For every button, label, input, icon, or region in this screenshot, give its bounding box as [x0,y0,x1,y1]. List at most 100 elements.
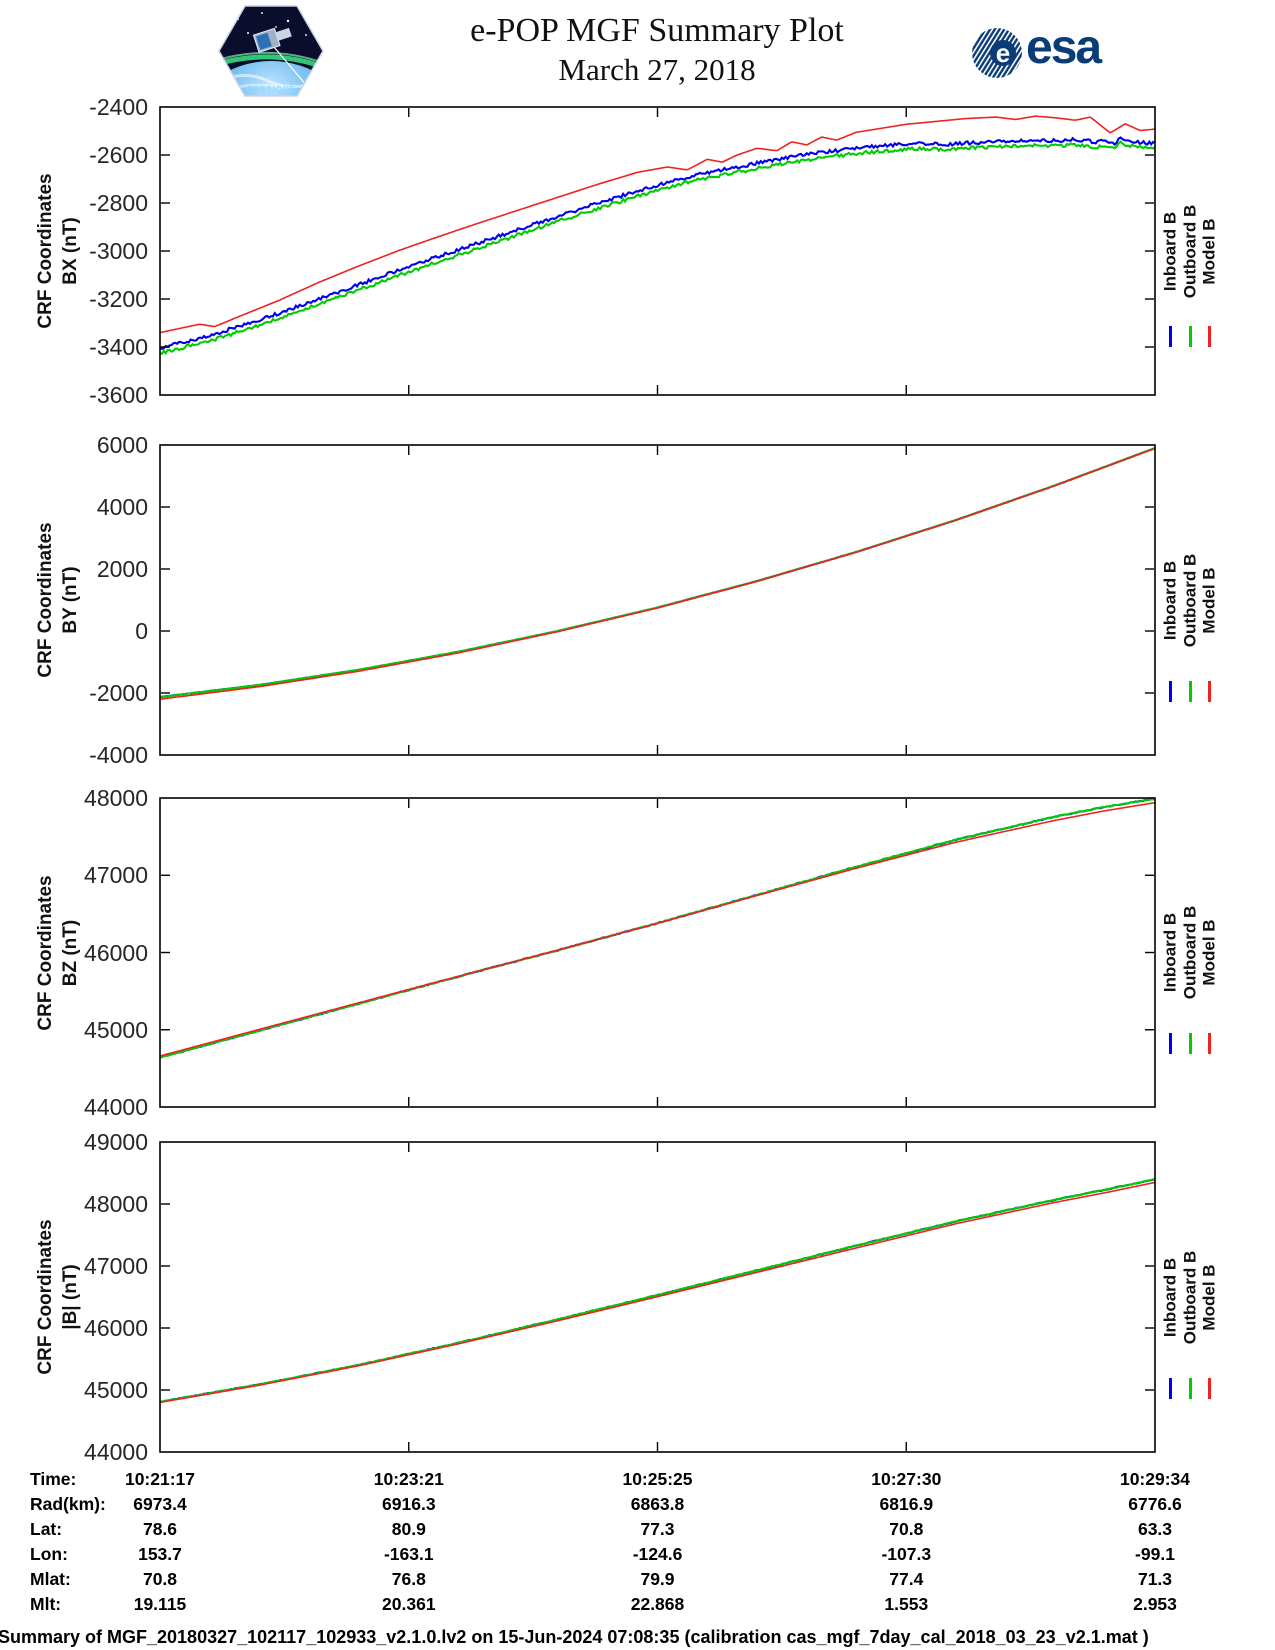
y-tick-label: 48000 [84,1191,148,1217]
legend-label-inboard-b: Inboard B [1160,211,1180,291]
legend-marker-model-b [1207,325,1211,347]
y-tick-label: 47000 [84,1253,148,1279]
y-tick-label: -3600 [89,382,148,408]
series-outboard-b [160,447,1155,699]
y-tick-label: 45000 [84,1377,148,1403]
legend-label-outboard-b: Outboard B [1180,1250,1200,1344]
legend-marker-model-b [1207,1032,1211,1054]
y-tick-label: 46000 [84,939,148,966]
svg-text:e: e [996,38,1010,68]
table-cell: 10:21:17 [124,1469,196,1489]
axes-box [159,797,1156,1108]
esa-wordmark: esa [1026,21,1102,74]
plot-canvas-by [159,444,1156,756]
legend-label-inboard-b: Inboard B [1160,1257,1180,1337]
table-cell: 10:25:25 [622,1469,693,1489]
y-tick-label: 47000 [84,862,148,889]
legend-marker-inboard-b [1168,680,1172,702]
legend-label-model-b: Model B [1199,1263,1219,1331]
table-cell: 2.953 [1133,1594,1177,1614]
y-tick-label: 49000 [84,1129,148,1155]
legend-label-outboard-b: Outboard B [1180,905,1200,1000]
y-tick-label: -3400 [89,334,148,360]
series-model-b [160,801,1155,1057]
y-tick-label: 44000 [84,1439,148,1465]
y-tick-label: -3000 [89,238,148,264]
legend-label-outboard-b: Outboard B [1180,553,1200,647]
legend-marker-inboard-b [1168,1377,1172,1399]
table-cell: 71.3 [1137,1569,1173,1589]
table-cell: -163.1 [383,1544,434,1564]
series-outboard-b [160,140,1155,356]
y-tick-label: 2000 [96,556,148,582]
table-cell: -107.3 [881,1544,932,1564]
footer-caption: Summary of MGF_20180327_102117_102933_v2… [0,1627,1149,1647]
y-tick-label: -3200 [89,286,148,312]
plot-canvas-bz [159,797,1156,1108]
table-cell: 77.3 [640,1519,675,1539]
series-model-b [160,447,1155,700]
table-cell: 70.8 [889,1519,924,1539]
table-row-label-lon: Lon: [30,1544,68,1564]
table-row-label-mlat: Mlat: [30,1569,71,1589]
plot-canvas-bx [159,106,1156,396]
table-cell: 77.4 [889,1569,924,1589]
legend-label-model-b: Model B [1199,566,1219,634]
cassiope-mission-patch: CASSIOPE [218,5,324,97]
table-cell: 6973.4 [133,1494,187,1514]
legend-marker-model-b [1207,1377,1211,1399]
y-tick-label: 46000 [84,1315,148,1341]
table-cell: 20.361 [382,1594,436,1614]
table-cell: -124.6 [632,1544,683,1564]
y-tick-label: -2400 [89,94,148,120]
esa-globe-icon: e [972,28,1022,78]
series-model-b [160,115,1155,334]
table-cell: 10:29:34 [1119,1469,1191,1489]
y-tick-label: 48000 [84,785,148,811]
legend-marker-outboard-b [1188,1377,1192,1399]
table-cell: 10:23:21 [373,1469,444,1489]
page-title: e-POP MGF Summary Plot [470,12,844,49]
table-cell: 79.9 [640,1569,675,1589]
table-cell: 22.868 [630,1594,685,1614]
series-outboard-b [160,798,1155,1059]
series-inboard-b [160,136,1155,351]
table-cell: 153.7 [138,1544,182,1564]
table-cell: -99.1 [1135,1544,1175,1564]
series-model-b [160,1181,1155,1404]
axes-box [159,106,1156,396]
table-cell: 6863.8 [630,1494,685,1514]
legend-marker-outboard-b [1188,325,1192,347]
y-tick-label: -4000 [89,742,148,768]
table-cell: 80.9 [391,1519,426,1539]
table-cell: 1.553 [884,1594,929,1614]
table-row-label-lat: Lat: [30,1519,63,1539]
series-inboard-b [160,447,1155,698]
page-date: March 27, 2018 [558,52,756,87]
table-cell: 63.3 [1137,1519,1173,1539]
svg-text:CASSIOPE: CASSIOPE [246,85,295,94]
y-tick-label: 0 [135,618,148,644]
legend-marker-outboard-b [1188,680,1192,702]
axes-box [159,444,1156,756]
table-cell: 6776.6 [1128,1494,1182,1514]
table-cell: 76.8 [391,1569,426,1589]
table-row-label-time: Time: [30,1469,77,1489]
legend-label-model-b: Model B [1199,919,1219,986]
table-cell: 10:27:30 [871,1469,942,1489]
table-cell: 19.115 [133,1594,187,1614]
plot-canvas-bmag [159,1141,1156,1453]
legend-label-inboard-b: Inboard B [1160,912,1180,993]
y-tick-label: 4000 [96,494,148,520]
table-cell: 6816.9 [879,1494,934,1514]
y-tick-label: 6000 [96,432,148,458]
table-row-label-radkm: Rad(km): [30,1494,106,1514]
table-cell: 70.8 [142,1569,178,1589]
cassiope-patch-graphic: CASSIOPE [218,5,324,97]
legend-label-outboard-b: Outboard B [1180,204,1200,298]
legend-marker-inboard-b [1168,325,1172,347]
legend-label-model-b: Model B [1199,217,1219,285]
table-row-label-mlt: Mlt: [30,1594,62,1614]
series-inboard-b [160,798,1155,1059]
